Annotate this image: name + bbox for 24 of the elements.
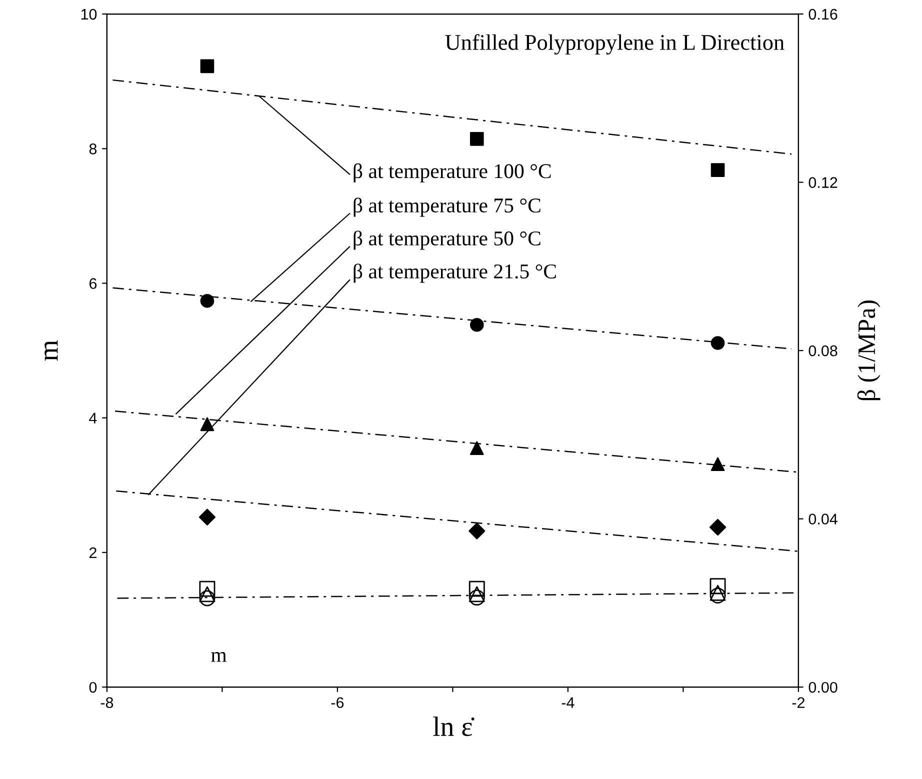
y-axis-title: m xyxy=(44,340,58,361)
y2-tick-label: 0.04 xyxy=(808,514,838,524)
text: Unfilled Polypropylene in L Direction xyxy=(445,34,784,55)
annotation: β at temperature 75 °C xyxy=(354,198,540,217)
y-tick-label: 0 xyxy=(89,682,97,693)
x-tick-label: -6 xyxy=(331,697,344,708)
y2-tick-label: 0.16 xyxy=(808,8,838,20)
y2-tick-label: 0.00 xyxy=(808,682,838,693)
x-tick-label: -8 xyxy=(100,697,114,708)
y2-tick-label: 0.12 xyxy=(808,177,838,188)
x-tick-label: -2 xyxy=(792,697,804,708)
annotation: β at temperature 50 °C xyxy=(354,230,540,250)
annotation: β at temperature 100 °C xyxy=(354,163,551,182)
y-tick-label: 2 xyxy=(90,547,96,558)
y-tick-label: 6 xyxy=(90,278,97,289)
x-tick-label: -4 xyxy=(562,697,574,708)
y-tick-label: 4 xyxy=(89,412,97,424)
x-axis-title: ln ε̇ xyxy=(433,716,474,736)
annotation: m xyxy=(211,652,227,662)
annotation: β at temperature 21.5 °C xyxy=(354,264,556,283)
y-tick-label: 8 xyxy=(89,144,97,154)
y-tick-label: 10 xyxy=(81,8,97,20)
y2-tick-label: 0.08 xyxy=(808,345,838,356)
y2-axis-title: β (1/MPa) xyxy=(857,300,880,400)
